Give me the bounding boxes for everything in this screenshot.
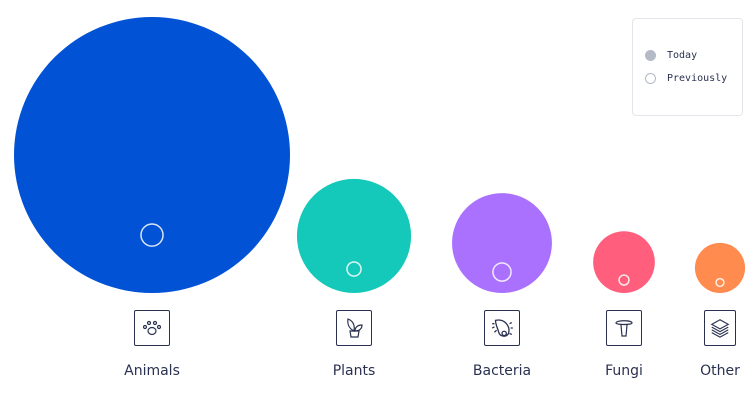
bubble-today-plants[interactable]	[296, 178, 412, 293]
legend-swatch-today	[645, 50, 656, 61]
category-animals: Animals	[102, 310, 202, 379]
legend-label: Today	[667, 50, 698, 61]
category-plants: Plants	[304, 310, 404, 379]
bubble-previously-animals[interactable]	[140, 223, 164, 247]
bubble-today-other[interactable]	[694, 242, 746, 293]
bacteria-icon	[484, 310, 520, 346]
legend-swatch-previously	[645, 73, 656, 84]
category-label: Other	[700, 363, 740, 379]
bubble-today-bacteria[interactable]	[452, 193, 552, 293]
legend: Today Previously	[632, 18, 743, 116]
category-other: Other	[670, 310, 753, 379]
category-label: Plants	[332, 363, 376, 379]
legend-item-previously[interactable]: Previously	[645, 73, 727, 84]
mushroom-icon	[606, 310, 642, 346]
paw-icon	[134, 310, 170, 346]
bubble-previously-fungi[interactable]	[618, 274, 630, 286]
plant-icon	[336, 310, 372, 346]
category-fungi: Fungi	[574, 310, 674, 379]
category-label: Bacteria	[472, 363, 532, 379]
bubble-previously-other[interactable]	[715, 277, 725, 288]
category-bacteria: Bacteria	[452, 310, 552, 379]
bubble-today-animals[interactable]	[14, 17, 290, 293]
bubble-today-fungi[interactable]	[593, 231, 655, 293]
category-label: Animals	[124, 363, 180, 379]
bubble-previously-plants[interactable]	[346, 261, 362, 277]
bubble-chart	[14, 17, 746, 293]
legend-label: Previously	[667, 73, 728, 84]
layers-icon	[704, 310, 736, 346]
legend-item-today[interactable]: Today	[645, 50, 697, 61]
category-label: Fungi	[605, 363, 643, 379]
bubble-previously-bacteria[interactable]	[492, 262, 512, 282]
